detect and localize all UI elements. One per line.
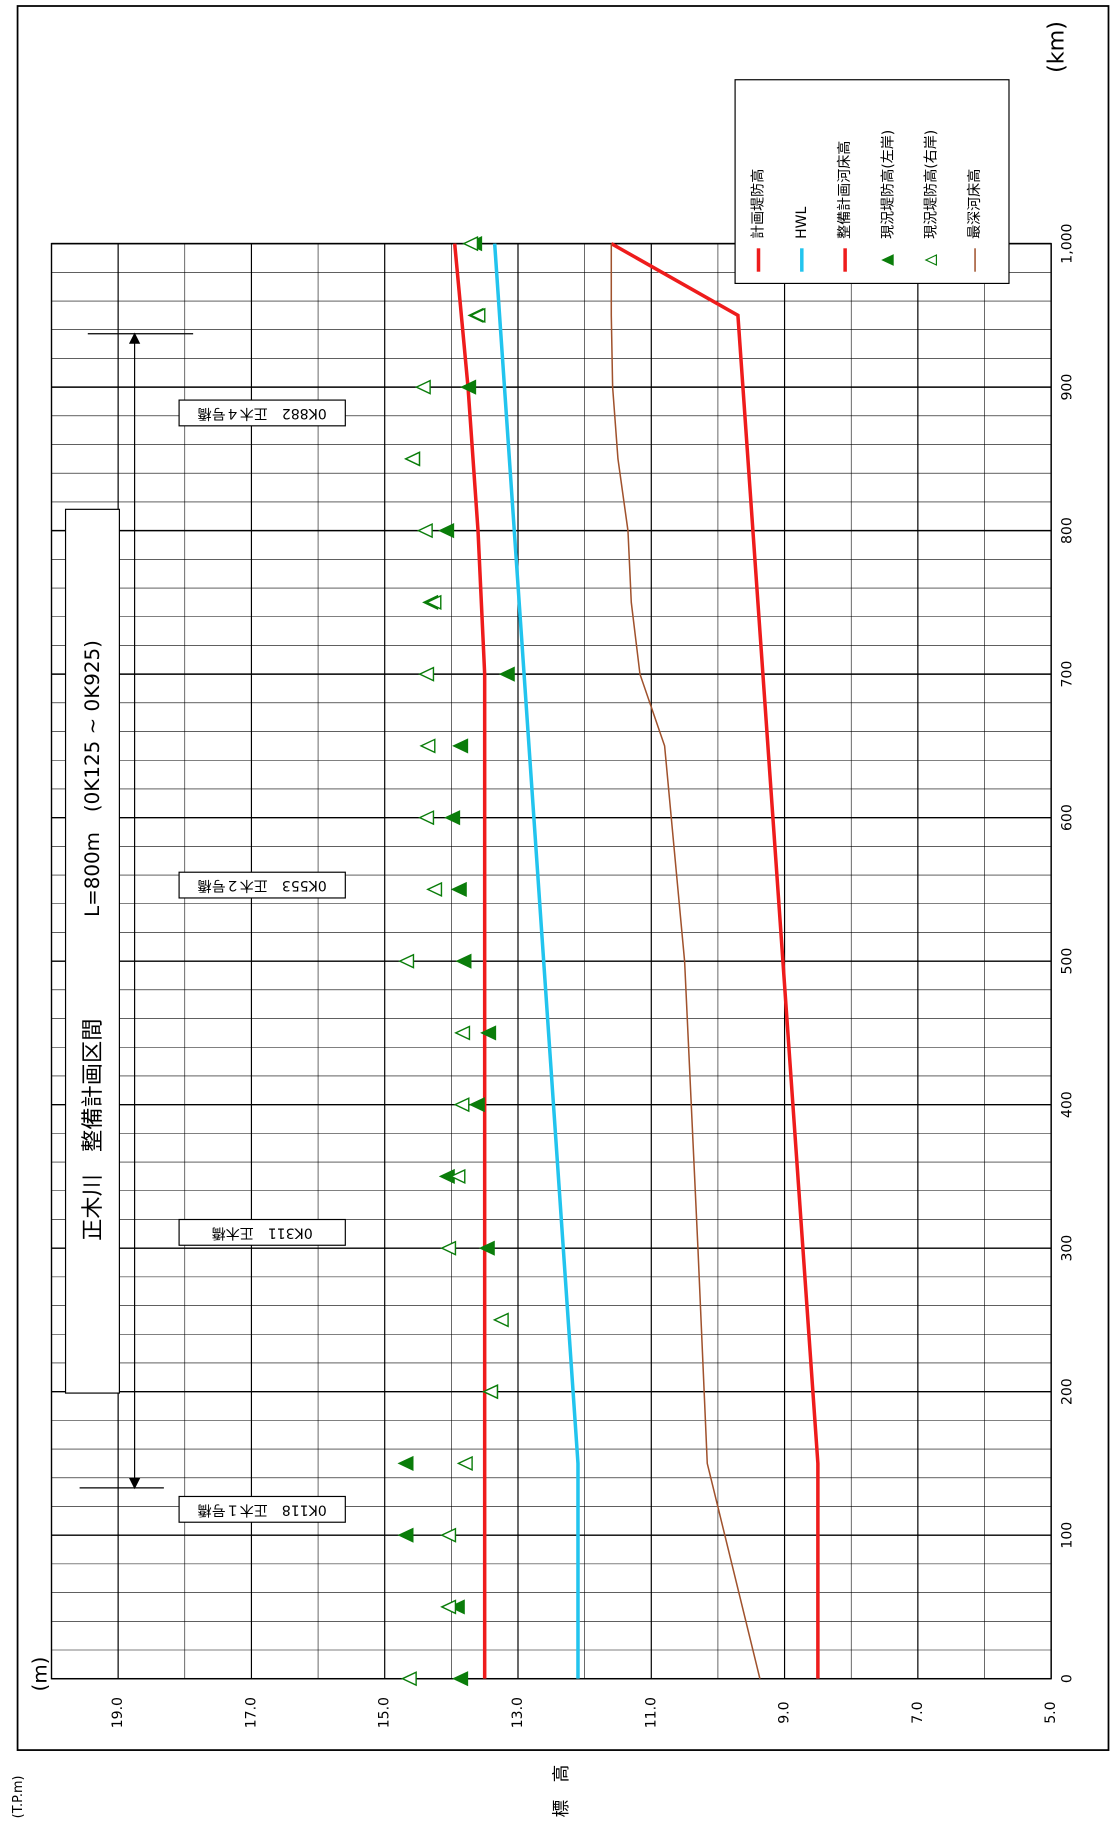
marker [498,666,515,682]
y-tick-label: 17.0 [243,1697,259,1728]
x-tick-label: 600 [1060,804,1076,831]
marker [455,953,472,969]
y-tick-label: 15.0 [377,1697,393,1728]
marker [397,1527,414,1543]
legend-label: 計画堤防高 [750,169,767,239]
legend-label: 整備計画河床高 [836,141,853,239]
marker [418,810,435,826]
marker [452,1671,469,1687]
y-unit: (m) [28,1657,51,1692]
marker [482,1384,499,1400]
x-tick-label: 300 [1060,1235,1076,1262]
marker [426,881,443,897]
series-line [610,243,761,1679]
marker [444,810,461,826]
bridge-box [178,399,346,427]
marker [440,1599,457,1615]
marker [440,1240,457,1256]
x-tick-label: 900 [1060,374,1076,401]
marker [440,1527,457,1543]
marker [453,1097,470,1113]
marker [449,1168,466,1184]
legend-label: 最深河床高 [966,169,983,239]
marker [478,1240,495,1256]
marker [492,1312,509,1328]
x-tick-label: 100 [1060,1522,1076,1549]
legend-box [734,79,1010,285]
x-tick-label: 400 [1060,1091,1076,1118]
marker [400,1671,417,1687]
marker [404,451,421,467]
legend-marker [924,254,938,266]
marker [397,1455,414,1472]
marker [414,379,431,395]
y-tick-label: 19.0 [110,1697,126,1728]
marker [450,881,467,897]
x-tick-label: 0 [1060,1674,1076,1683]
chart-title: 正木川 整備計画区間 [80,1019,106,1241]
title-box [64,508,120,1394]
y-tick-label: 13.0 [510,1697,526,1728]
marker [460,379,477,395]
marker [462,236,479,252]
series-line [610,242,820,1679]
grid [51,242,1052,1680]
x-tick-label: 200 [1060,1378,1076,1405]
chart-subtitle: L=800m (0K125 ~ 0K925) [81,640,104,917]
arrow-heads [128,332,141,1490]
y-unit: (T.P.m) [11,1775,26,1818]
bridge-box [178,1495,346,1523]
y-tick-label: 5.0 [1043,1701,1059,1723]
y-tick-label: 11.0 [643,1697,659,1728]
x-tick-label: 700 [1060,661,1076,688]
bridge-box [178,1218,346,1246]
marker [452,738,469,754]
bridge-label: 0K882 正木４号橋 [198,405,327,421]
x-tick-label: 1,000 [1060,224,1076,264]
marker [454,1025,471,1041]
range-arrow [79,332,194,1490]
x-label: (km) [1043,21,1069,73]
page-frame [16,5,1110,1751]
series-line [492,243,580,1679]
x-tick-label: 500 [1060,948,1076,975]
bridge-box [178,871,346,899]
marker [416,523,433,539]
marker [456,1455,473,1472]
bridge-label: 0K553 正木２号橋 [198,877,327,893]
series-line [452,243,487,1679]
y-label: 標 高 [552,1765,572,1818]
x-tick-label: 800 [1060,517,1076,544]
legend-label: 現況堤防高(右岸) [923,130,940,239]
marker [469,307,486,323]
marker [398,953,415,969]
bridge-label: 0K311 正木橋 [212,1224,313,1240]
marker [468,1097,485,1113]
bridge-label: 0K118 正木１号橋 [198,1501,327,1517]
marker [418,666,435,682]
marker [448,1599,465,1615]
y-tick-label: 7.0 [910,1701,926,1723]
legend-marker [881,254,894,266]
marker [425,594,442,610]
marker [419,738,436,754]
marker [438,523,455,539]
legend-label: HWL [794,207,810,239]
y-tick-label: 9.0 [777,1701,793,1723]
legend-label: 現況堤防高(左岸) [879,130,896,239]
plot-frame [50,242,1052,1680]
marker [480,1025,497,1041]
